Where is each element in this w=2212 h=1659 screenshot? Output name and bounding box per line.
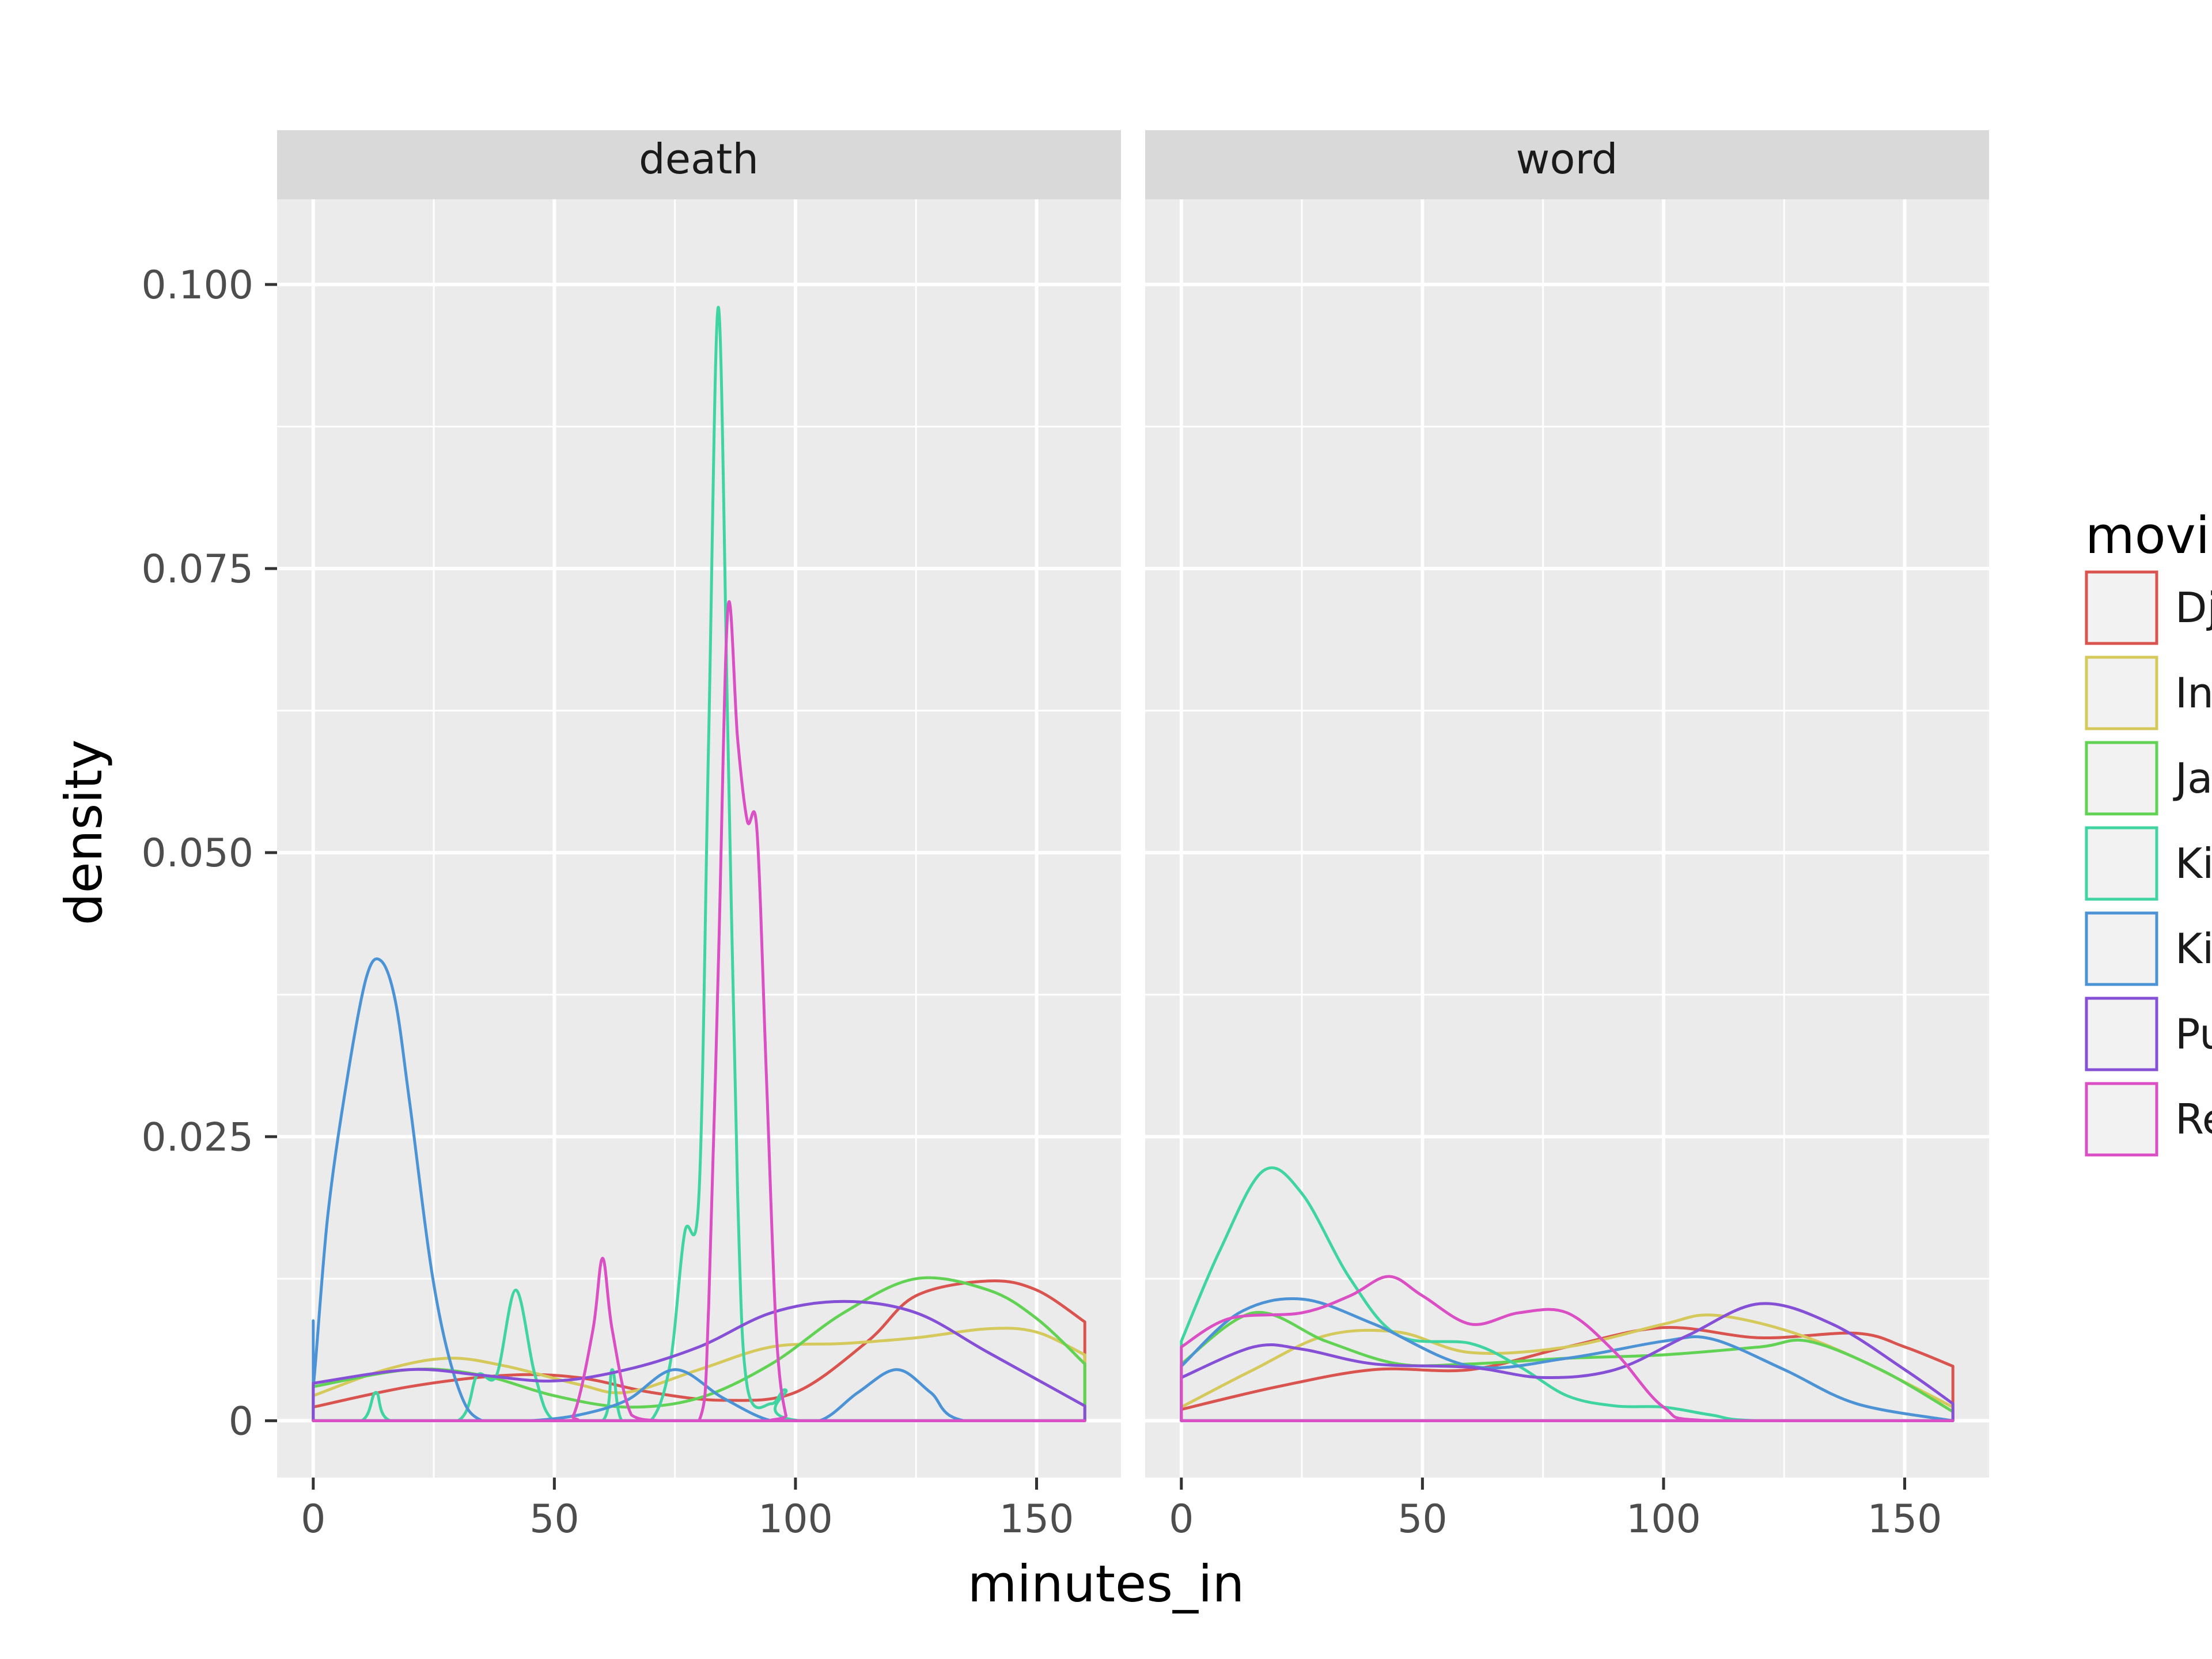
plot-area-death bbox=[277, 199, 1121, 1478]
legend-key-4 bbox=[2085, 826, 2158, 901]
density-lines-word bbox=[1180, 1166, 1955, 1422]
legend-label-2: In bbox=[2175, 669, 2212, 717]
legend-key-7 bbox=[2085, 1082, 2158, 1157]
panel-word: word bbox=[1145, 130, 1989, 1478]
legend-label-5: Ki bbox=[2175, 925, 2212, 973]
density-line-6 bbox=[1180, 1302, 1955, 1422]
y-axis-title: density bbox=[54, 740, 113, 926]
legend-key-6 bbox=[2085, 997, 2158, 1071]
legend-label-4: Ki bbox=[2175, 839, 2212, 888]
density-line-7 bbox=[1180, 1275, 1955, 1422]
legend-key-1 bbox=[2085, 570, 2158, 645]
panel-title-death: death bbox=[639, 135, 759, 183]
density-line-4 bbox=[1180, 1166, 1955, 1422]
legend-key-2 bbox=[2085, 656, 2158, 730]
density-line-7 bbox=[312, 600, 1086, 1422]
panel-title-word: word bbox=[1516, 135, 1618, 183]
legend: movi Dj In Ja Ki Ki Pu Re bbox=[2085, 506, 2212, 1157]
x-tick-label: 100 bbox=[1626, 1497, 1701, 1542]
x-tick-label: 150 bbox=[999, 1497, 1074, 1542]
panel-strip-word bbox=[1145, 130, 1989, 199]
x-tick-label: 150 bbox=[1868, 1497, 1942, 1542]
x-axis-title: minutes_in bbox=[968, 1554, 1244, 1613]
legend-key-3 bbox=[2085, 741, 2158, 816]
panel-death: death bbox=[277, 130, 1121, 1478]
x-tick-label: 50 bbox=[529, 1497, 579, 1542]
y-tick-label: 0.050 bbox=[141, 831, 253, 876]
x-tick-label: 0 bbox=[301, 1497, 325, 1542]
legend-label-1: Dj bbox=[2175, 584, 2212, 632]
y-tick-label: 0.075 bbox=[141, 547, 253, 592]
density-line-1 bbox=[312, 1279, 1086, 1422]
density-line-6 bbox=[312, 1300, 1086, 1422]
legend-label-7: Re bbox=[2175, 1095, 2212, 1143]
legend-label-6: Pu bbox=[2175, 1010, 2212, 1058]
x-tick-label: 0 bbox=[1169, 1497, 1194, 1542]
plot-area-word bbox=[1145, 199, 1989, 1478]
x-axis: 0 50 100 150 0 50 100 150 bbox=[301, 1478, 1942, 1542]
x-tick-label: 100 bbox=[758, 1497, 833, 1542]
grid-word bbox=[1145, 199, 1989, 1478]
density-line-2 bbox=[1180, 1313, 1955, 1422]
legend-label-3: Ja bbox=[2173, 754, 2212, 802]
y-tick-label: 0.100 bbox=[141, 263, 253, 308]
y-tick-label: 0.025 bbox=[141, 1115, 253, 1160]
density-lines-death bbox=[312, 305, 1086, 1422]
y-tick-label: 0 bbox=[229, 1399, 253, 1444]
x-tick-label: 50 bbox=[1397, 1497, 1448, 1542]
legend-title: movi bbox=[2085, 506, 2210, 565]
panel-strip-death bbox=[277, 130, 1121, 199]
y-axis: 0 0.025 0.050 0.075 0.100 bbox=[141, 263, 277, 1444]
density-line-5 bbox=[1180, 1297, 1955, 1422]
legend-key-5 bbox=[2085, 911, 2158, 986]
